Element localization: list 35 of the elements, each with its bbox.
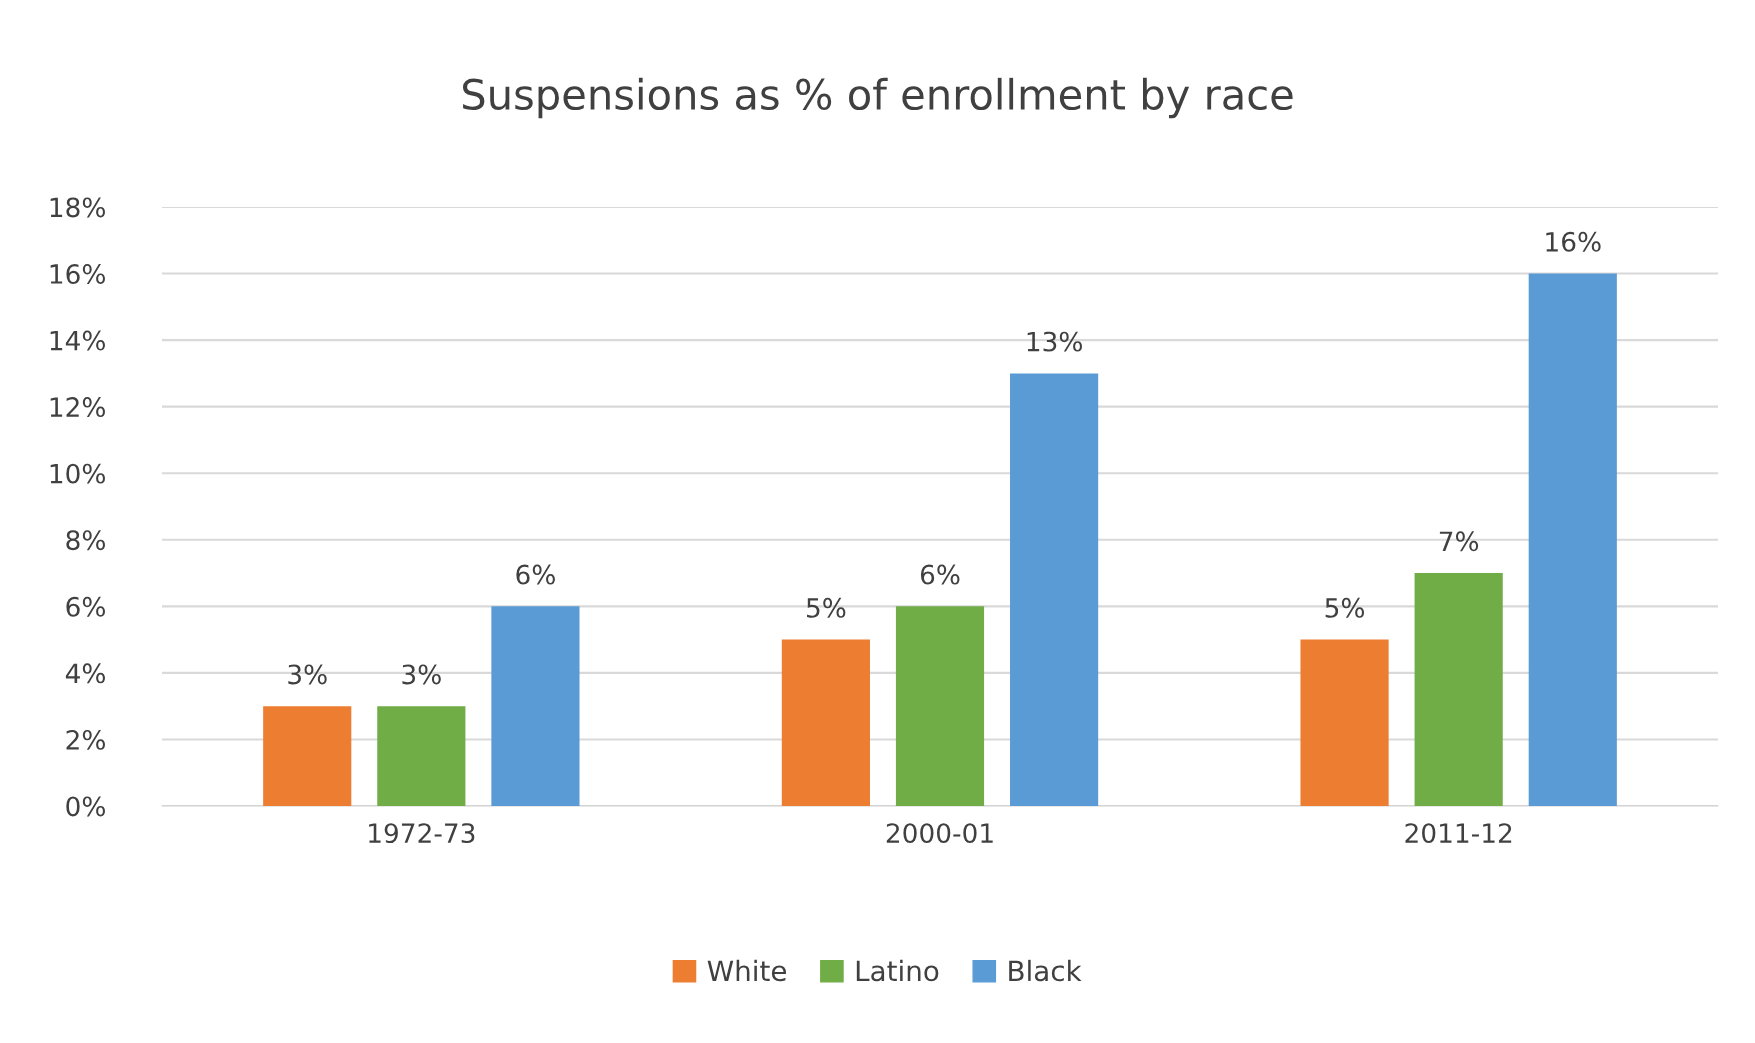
bar: [1414, 573, 1503, 806]
y-tick-label: 6%: [66, 596, 105, 617]
y-tick-label: 14%: [50, 330, 105, 351]
x-tick-label: 1972-73: [369, 823, 475, 844]
bar: [1528, 273, 1617, 806]
bar: [1300, 639, 1389, 806]
data-label: 6%: [516, 564, 555, 585]
data-label: 13%: [1027, 331, 1082, 352]
legend-label: Black: [1009, 959, 1082, 982]
y-tick-label: 12%: [50, 397, 105, 418]
x-tick-label: 2000-01: [886, 823, 993, 844]
data-label: 6%: [920, 564, 960, 585]
y-tick-label: 16%: [50, 264, 105, 284]
y-tick-label: 0%: [66, 796, 105, 817]
bar: [263, 706, 352, 806]
x-tick-label: 2011-12: [1405, 823, 1512, 844]
data-label: 3%: [402, 664, 441, 685]
data-label: 16%: [1546, 231, 1601, 252]
data-label: 7%: [1439, 531, 1479, 552]
bar: [895, 606, 985, 806]
y-tick-label: 2%: [66, 729, 105, 750]
data-label: 5%: [1325, 597, 1365, 618]
bar: [1010, 373, 1099, 806]
y-tick-label: 18%: [50, 197, 105, 218]
y-tick-label: 8%: [66, 530, 105, 551]
y-tick-label: 10%: [50, 463, 105, 484]
bar: [491, 606, 580, 806]
bar: [377, 706, 466, 806]
y-tick-label: 4%: [65, 663, 105, 684]
chart-title: Suspensions as % of enrollment by race: [462, 77, 1293, 119]
data-label: 3%: [288, 664, 327, 685]
legend-label: Latino: [856, 959, 939, 982]
legend-label: White: [707, 959, 786, 982]
bar: [781, 639, 870, 806]
data-label: 5%: [807, 597, 846, 618]
